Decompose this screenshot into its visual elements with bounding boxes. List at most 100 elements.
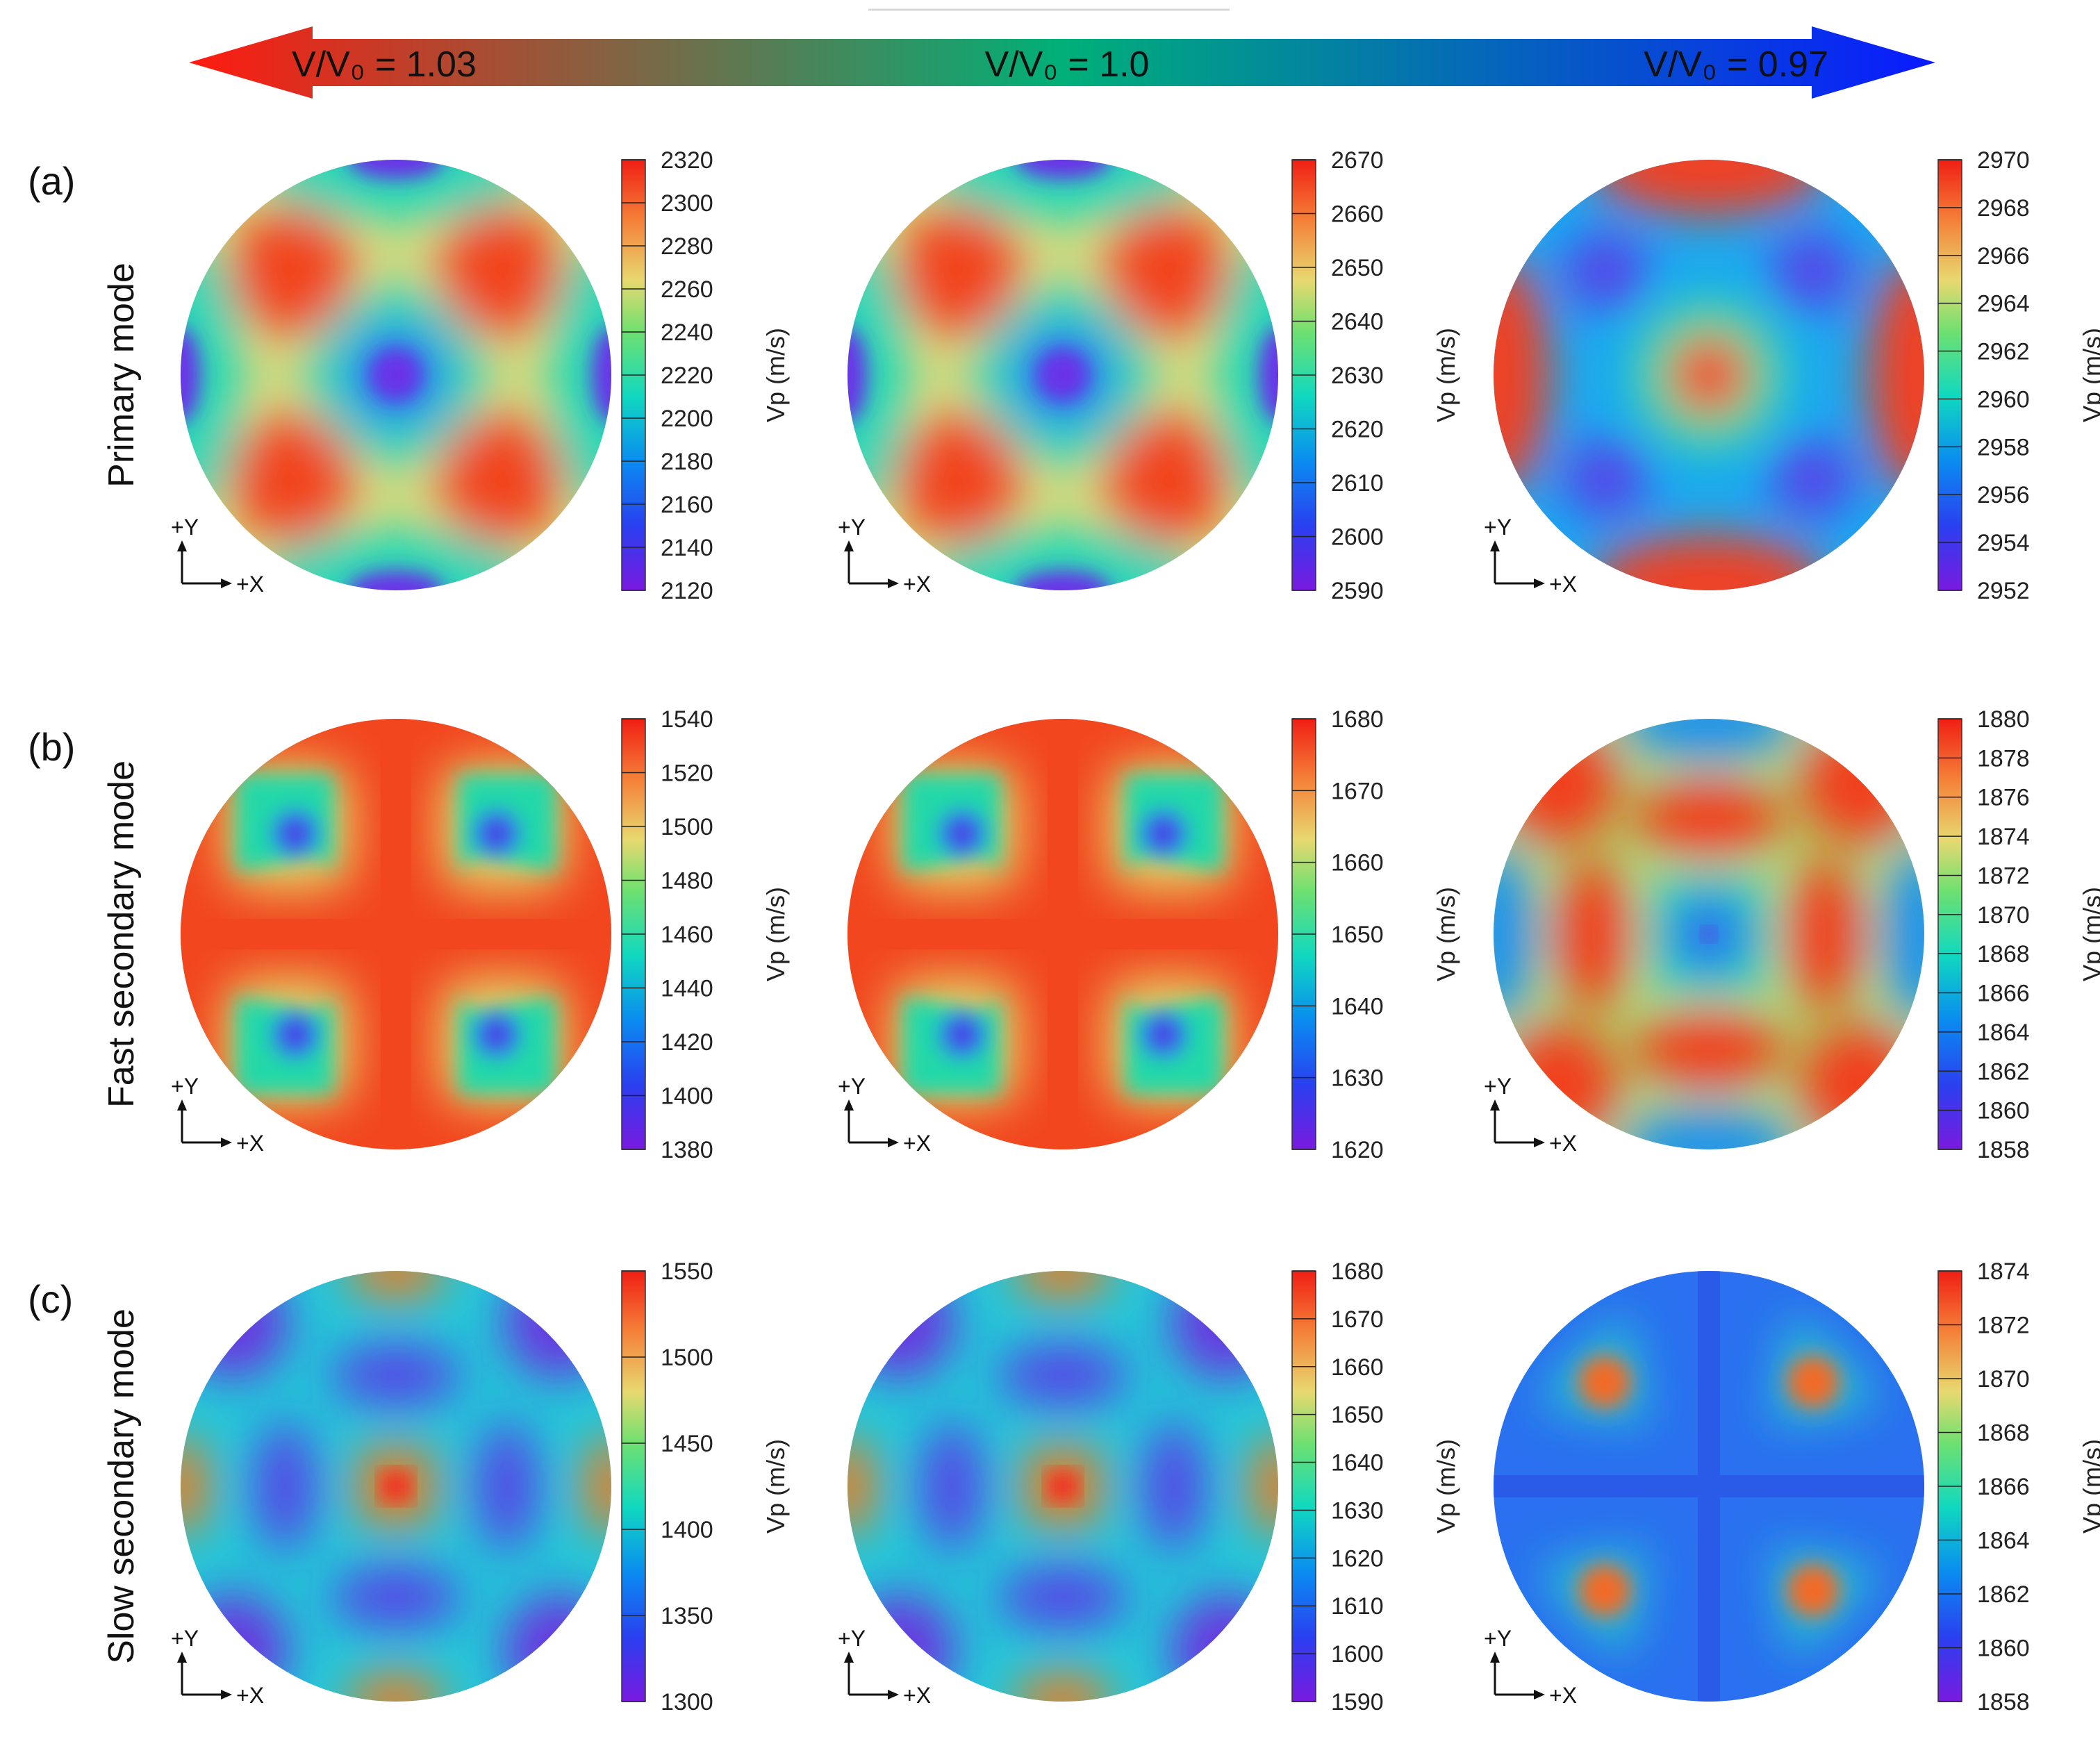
colorbar-tick-label: 2320 bbox=[661, 147, 713, 174]
axis-y-label: +Y bbox=[171, 1074, 199, 1099]
velocity-disc bbox=[841, 712, 1285, 1156]
colorbar-tick-label: 1670 bbox=[1331, 1306, 1384, 1333]
arrow-center-label: V/V₀ = 1.0 bbox=[985, 44, 1150, 85]
panel-label: (b) bbox=[28, 725, 75, 769]
colorbar-tick-label: 1450 bbox=[661, 1431, 713, 1457]
colorbar-tick-label: 2300 bbox=[661, 190, 713, 217]
colorbar-tick-label: 1350 bbox=[661, 1603, 713, 1629]
velocity-disc bbox=[820, 1243, 1306, 1729]
colorbar-tick-label: 1620 bbox=[1331, 1545, 1384, 1572]
colorbar-tick-label: 2960 bbox=[1977, 386, 2030, 413]
colorbar-tick-label: 2970 bbox=[1977, 147, 2030, 174]
colorbar-tick-label: 1600 bbox=[1331, 1641, 1384, 1668]
axis-indicator: +Y +X bbox=[171, 1626, 264, 1708]
axis-x-label: +X bbox=[1549, 1131, 1577, 1156]
colorbar-tick-label: 2180 bbox=[661, 449, 713, 475]
colorbar: 1550 1500 1450 1400 1350 1300 Vp (m/s) bbox=[621, 1258, 790, 1715]
panel-label: (c) bbox=[28, 1277, 73, 1321]
colorbar-title: Vp (m/s) bbox=[1432, 328, 1460, 422]
colorbar-tick-label: 1862 bbox=[1977, 1581, 2030, 1608]
colorbar-tick-label: 1500 bbox=[661, 1345, 713, 1371]
axis-indicator: +Y +X bbox=[1484, 515, 1577, 597]
colorbar-tick-label: 1460 bbox=[661, 922, 713, 948]
axis-y-label: +Y bbox=[1484, 1626, 1512, 1651]
axis-y-label: +Y bbox=[838, 515, 866, 540]
colorbar-tick-label: 2220 bbox=[661, 363, 713, 389]
axis-indicator: +Y +X bbox=[838, 515, 931, 597]
axis-x-label: +X bbox=[903, 1683, 931, 1708]
colorbar-tick-label: 1866 bbox=[1977, 981, 2030, 1007]
axis-indicator: +Y +X bbox=[171, 1074, 264, 1156]
colorbar-title: Vp (m/s) bbox=[2078, 887, 2100, 981]
velocity-disc bbox=[1459, 684, 1959, 1184]
colorbar-tick-label: 1872 bbox=[1977, 1313, 2030, 1339]
colorbar-tick-label: 2280 bbox=[661, 233, 713, 260]
colorbar-tick-label: 2962 bbox=[1977, 339, 2030, 365]
velocity-disc bbox=[1487, 1264, 1931, 1708]
colorbar-tick-label: 1660 bbox=[1331, 850, 1384, 876]
row-c: (c) Slow secondary mode +Y +X 1550 1500 1450 14… bbox=[28, 1243, 2100, 1729]
colorbar-tick-label: 1862 bbox=[1977, 1058, 2030, 1085]
colorbar-tick-label: 1680 bbox=[1331, 706, 1384, 733]
colorbar-tick-label: 1860 bbox=[1977, 1636, 2030, 1662]
colorbar: 2320 2300 2280 2260 2240 2220 2200 2180 2160 2140… bbox=[621, 147, 790, 604]
colorbar-title: Vp (m/s) bbox=[1432, 1439, 1460, 1533]
axis-y-label: +Y bbox=[1484, 1074, 1512, 1099]
velocity-plot: +Y +X 2670 2660 2650 2640 2630 2620 2610 2600 2590… bbox=[799, 111, 1460, 639]
velocity-plot: +Y +X 1550 1500 1450 1400 1350 1300 Vp (m/s) bbox=[171, 1258, 790, 1715]
colorbar: 1680 1670 1660 1650 1640 1630 1620 1610 1600 1590… bbox=[1291, 1258, 1460, 1715]
colorbar-tick-label: 2590 bbox=[1331, 578, 1384, 604]
colorbar-tick-label: 1540 bbox=[661, 706, 713, 733]
colorbar-tick-label: 1874 bbox=[1977, 824, 2030, 850]
axis-x-label: +X bbox=[236, 1131, 264, 1156]
colorbar-tick-label: 2640 bbox=[1331, 309, 1384, 335]
row-b: (b) Fast secondary mode +Y +X 1540 1520 1500 14… bbox=[28, 684, 2100, 1184]
colorbar-tick-label: 1670 bbox=[1331, 778, 1384, 804]
colorbar-title: Vp (m/s) bbox=[2078, 1439, 2100, 1533]
colorbar-tick-label: 2954 bbox=[1977, 530, 2030, 556]
colorbar-tick-label: 1880 bbox=[1977, 706, 2030, 733]
arrow-right-label: V/V₀ = 0.97 bbox=[1644, 44, 1828, 85]
colorbar-tick-label: 1858 bbox=[1977, 1689, 2030, 1715]
axis-indicator: +Y +X bbox=[171, 515, 264, 597]
ratio-arrow bbox=[189, 26, 1935, 99]
colorbar-tick-label: 1870 bbox=[1977, 1366, 2030, 1392]
colorbar-tick-label: 1870 bbox=[1977, 902, 2030, 929]
velocity-plot: +Y +X 1874 1872 1870 1868 1866 1864 1862 1860 1858… bbox=[1484, 1258, 2100, 1715]
axis-indicator: +Y +X bbox=[1484, 1074, 1577, 1156]
velocity-plot: +Y +X 2970 2968 2966 2964 2962 2960 2958 2956 2954… bbox=[1484, 147, 2100, 604]
colorbar-tick-label: 1858 bbox=[1977, 1137, 2030, 1163]
colorbar-title: Vp (m/s) bbox=[1432, 887, 1460, 981]
colorbar-tick-label: 2610 bbox=[1331, 470, 1384, 497]
colorbar: 2970 2968 2966 2964 2962 2960 2958 2956 2954 2952… bbox=[1937, 147, 2100, 604]
colorbar-tick-label: 1420 bbox=[661, 1029, 713, 1056]
axis-x-label: +X bbox=[903, 1131, 931, 1156]
colorbar-tick-label: 1864 bbox=[1977, 1528, 2030, 1554]
figure-rows: (a)Primary mode+Y+X232023002280226022402… bbox=[28, 111, 2100, 1729]
axis-x-label: +X bbox=[903, 572, 931, 597]
colorbar-tick-label: 1300 bbox=[661, 1689, 713, 1715]
colorbar-tick-label: 2240 bbox=[661, 319, 713, 346]
colorbar-tick-label: 2630 bbox=[1331, 363, 1384, 389]
colorbar-tick-label: 1620 bbox=[1331, 1137, 1384, 1163]
panel-label: (a) bbox=[28, 159, 75, 203]
axis-x-label: +X bbox=[1549, 572, 1577, 597]
colorbar-tick-label: 1640 bbox=[1331, 993, 1384, 1020]
colorbar-title: Vp (m/s) bbox=[761, 1439, 790, 1533]
colorbar-tick-label: 2600 bbox=[1331, 524, 1384, 551]
colorbar: 1540 1520 1500 1480 1460 1440 1420 1400 1380 Vp (… bbox=[621, 706, 790, 1163]
colorbar-tick-label: 1876 bbox=[1977, 785, 2030, 811]
colorbar: 1874 1872 1870 1868 1866 1864 1862 1860 1858 Vp (… bbox=[1937, 1258, 2100, 1715]
axis-x-label: +X bbox=[236, 1683, 264, 1708]
colorbar-tick-label: 2964 bbox=[1977, 291, 2030, 317]
colorbar-tick-label: 1630 bbox=[1331, 1497, 1384, 1524]
velocity-plot: +Y +X 2320 2300 2280 2260 2240 2220 2200 2180 2160… bbox=[171, 147, 790, 604]
colorbar-tick-label: 1660 bbox=[1331, 1354, 1384, 1381]
colorbar-title: Vp (m/s) bbox=[761, 887, 790, 981]
colorbar-title: Vp (m/s) bbox=[2078, 328, 2100, 422]
colorbar-tick-label: 1590 bbox=[1331, 1689, 1384, 1715]
axis-x-label: +X bbox=[1549, 1683, 1577, 1708]
velocity-disc bbox=[799, 111, 1327, 639]
colorbar-tick-label: 2966 bbox=[1977, 243, 2030, 269]
